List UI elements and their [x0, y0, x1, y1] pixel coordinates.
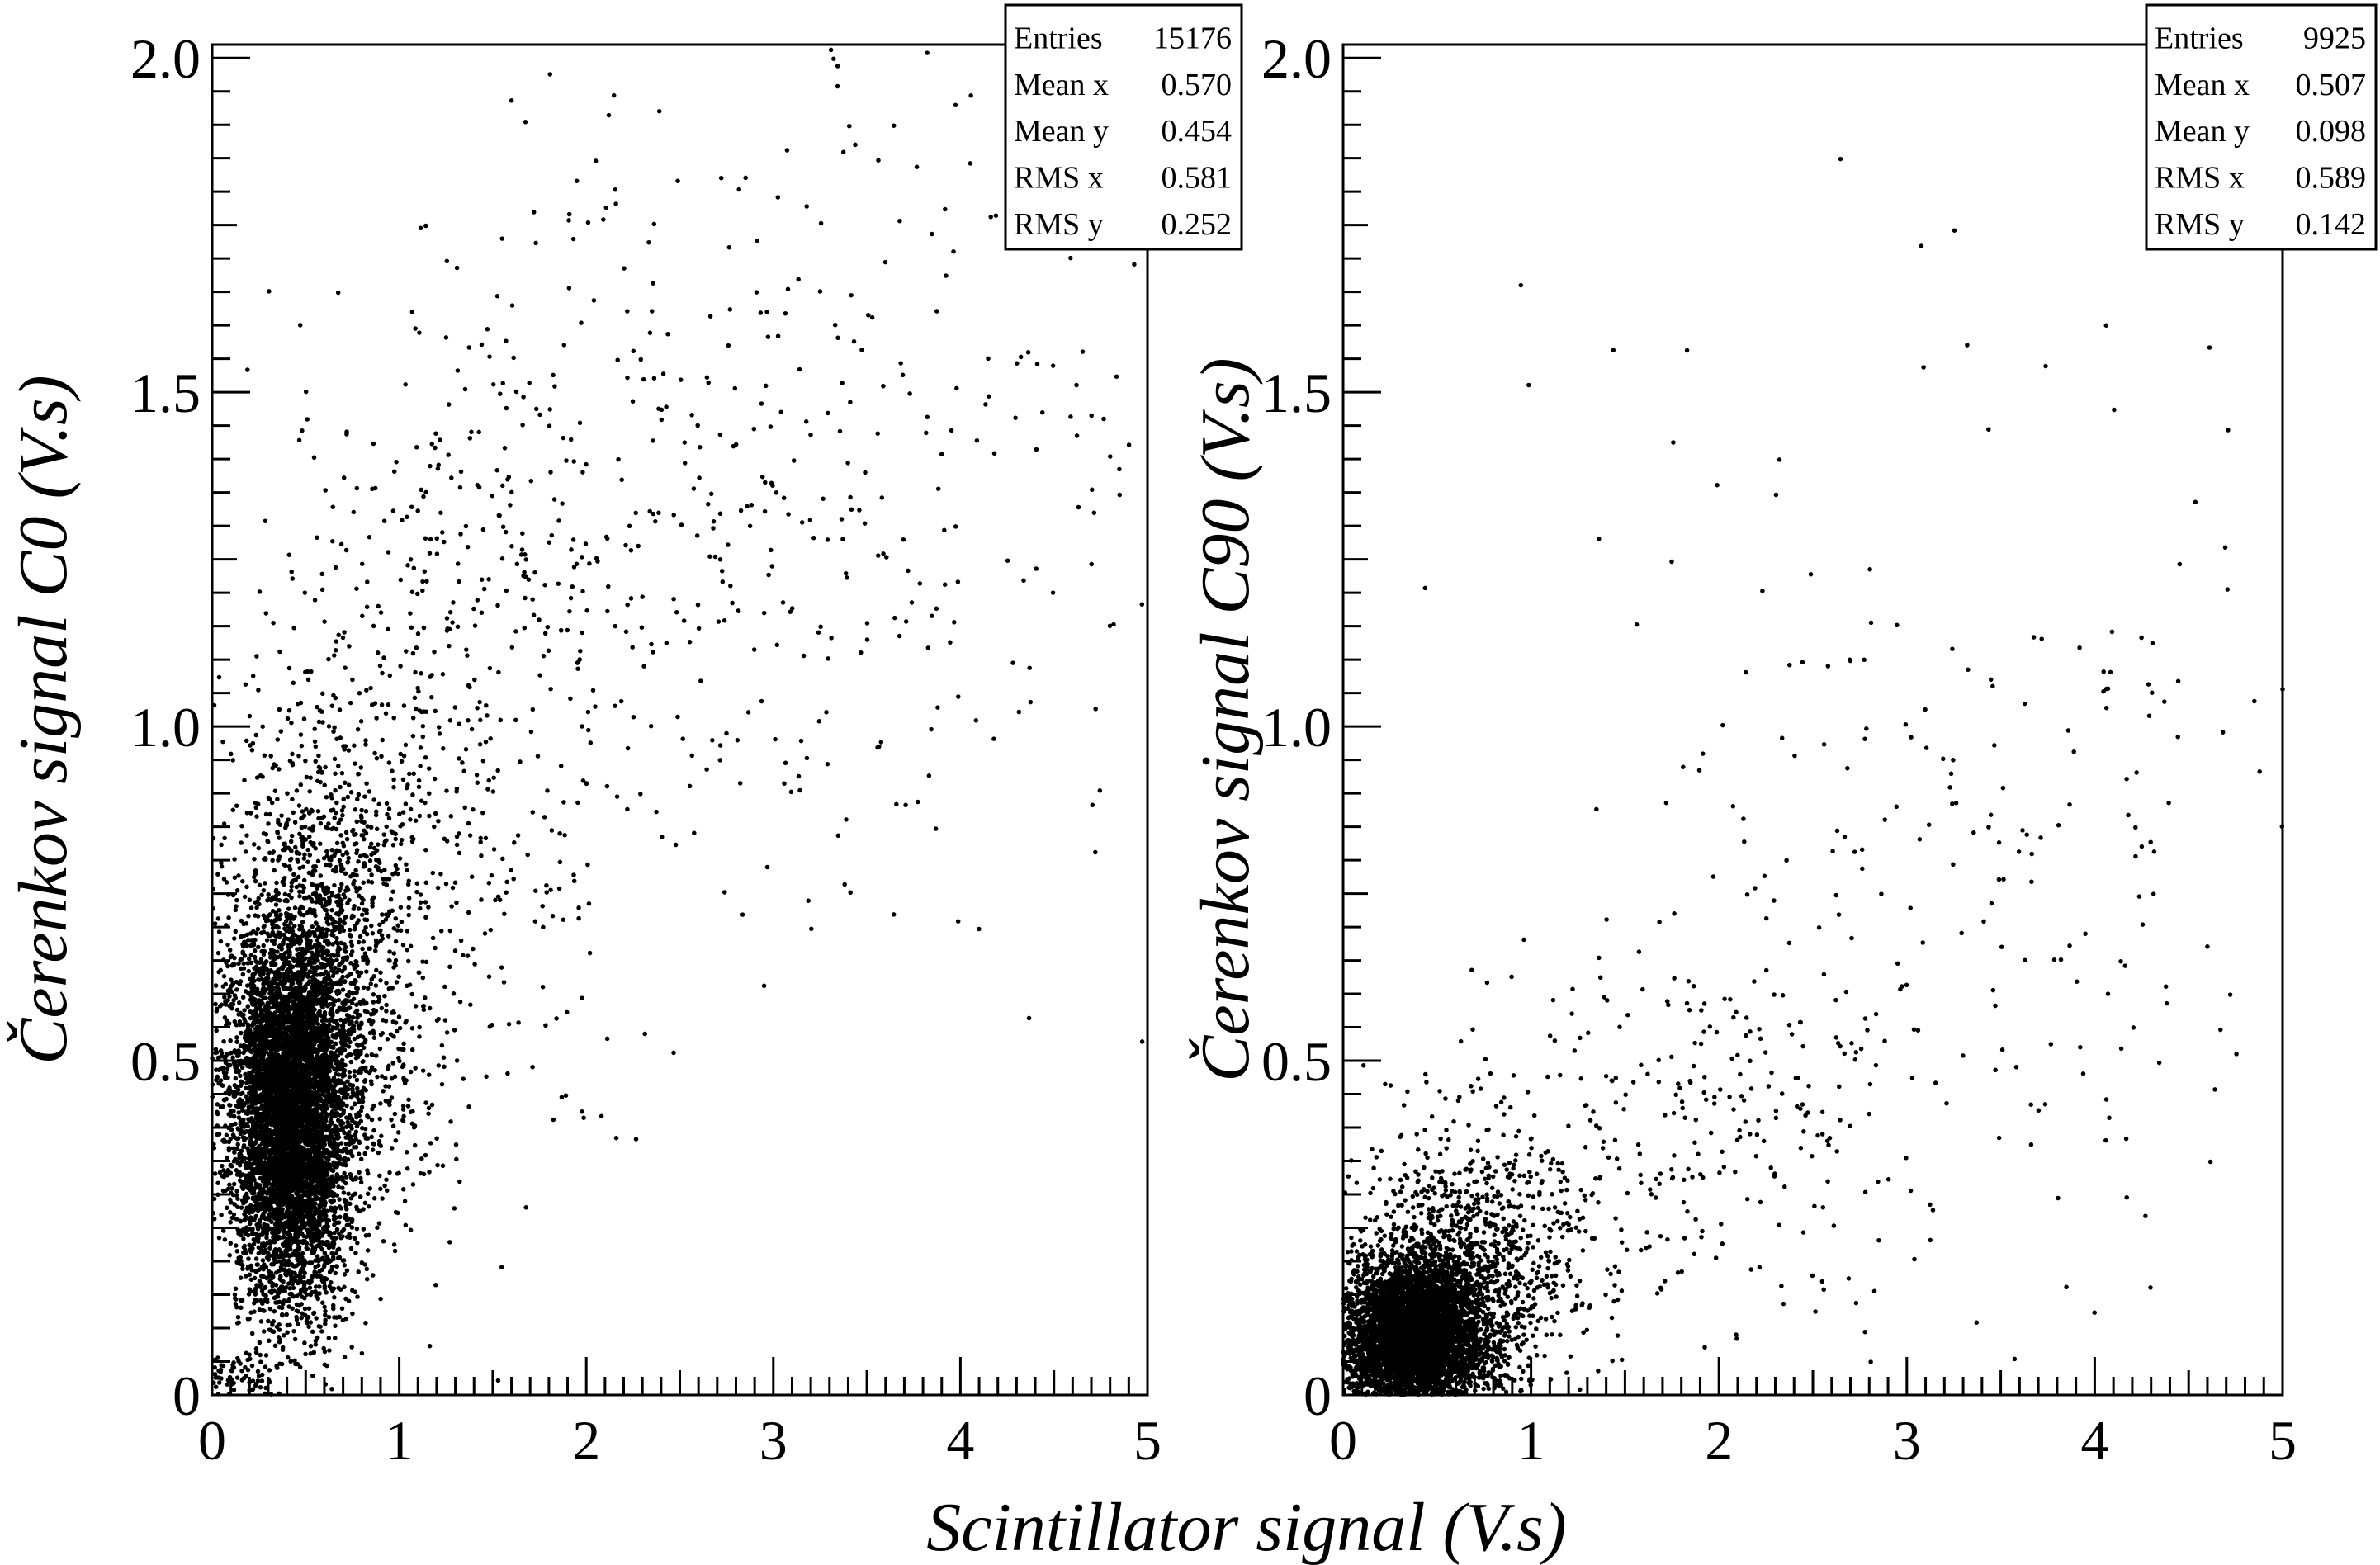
x-tick-label: 1 [1517, 1409, 1545, 1472]
x-tick-label: 2 [1705, 1409, 1733, 1472]
c90-stats-box: Entries 9925 Mean x 0.507 Mean y 0.098 RMS x 0.… [2145, 3, 2378, 251]
x-tick-label: 5 [2269, 1409, 2297, 1472]
stats-value: 0.098 [2296, 114, 2367, 149]
stats-value: 0.581 [1162, 161, 1233, 196]
panel-c90: 0 1 2 3 4 5 0 0.5 1.0 1.5 2.0 Čerenkov signal C90 … [1187, 3, 2378, 1472]
scatter-points [1341, 156, 2285, 1397]
stats-value: 0.454 [1162, 114, 1233, 149]
x-tick-label: 3 [1893, 1409, 1921, 1472]
x-tick-label: 0 [198, 1409, 226, 1472]
c0-tick-labels: 0 1 2 3 4 5 0 0.5 1.0 1.5 2.0 [130, 27, 1162, 1472]
c90-tick-labels: 0 1 2 3 4 5 0 0.5 1.0 1.5 2.0 [1261, 27, 2297, 1472]
stats-box-frame [2145, 3, 2378, 251]
x-tick-label: 5 [1133, 1409, 1162, 1472]
stats-label: RMS y [1014, 207, 1104, 242]
y-tick-label: 0 [1304, 1364, 1332, 1427]
x-tick-label: 0 [1329, 1409, 1357, 1472]
y-tick-label: 1.0 [1261, 696, 1332, 759]
stats-label: Mean x [1014, 68, 1109, 102]
c90-y-axis-title: Čerenkov signal C90 (V.s) [1187, 357, 1264, 1081]
y-tick-label: 0 [173, 1364, 201, 1427]
stats-value: 0.570 [1162, 68, 1233, 102]
stats-label: RMS x [2155, 161, 2245, 196]
stats-value: 0.507 [2296, 68, 2367, 102]
stats-value: 15176 [1153, 21, 1232, 55]
y-tick-label: 0.5 [1261, 1030, 1332, 1093]
stats-value: 0.252 [1162, 207, 1233, 242]
stats-value: 9925 [2303, 21, 2366, 55]
stats-label: Mean y [1014, 114, 1109, 149]
c90-points [1341, 156, 2285, 1397]
x-tick-label: 4 [946, 1409, 974, 1472]
c0-stats-box: Entries 15176 Mean x 0.570 Mean y 0.454 RMS x 0… [1004, 3, 1243, 251]
stats-value: 0.589 [2296, 161, 2367, 196]
stats-value: 0.142 [2296, 207, 2367, 242]
x-tick-label: 1 [386, 1409, 414, 1472]
y-tick-label: 1.5 [1261, 362, 1332, 424]
y-tick-label: 2.0 [1261, 27, 1332, 90]
scatter-points [210, 47, 1147, 1397]
stats-box-frame [1004, 3, 1243, 251]
stats-label: Mean x [2155, 68, 2250, 102]
y-tick-label: 2.0 [130, 27, 201, 90]
y-tick-label: 0.5 [130, 1030, 201, 1093]
y-tick-label: 1.0 [130, 696, 201, 759]
stats-label: RMS y [2155, 207, 2245, 242]
stats-label: Mean y [2155, 114, 2250, 149]
c0-ticks [211, 56, 1149, 1397]
c0-points [210, 47, 1147, 1397]
x-axis-title: Scintillator signal (V.s) [926, 1489, 1566, 1565]
stats-label: Entries [2155, 21, 2244, 55]
x-tick-label: 4 [2080, 1409, 2108, 1472]
c90-ticks [1341, 56, 2284, 1397]
stats-label: Entries [1014, 21, 1103, 55]
x-tick-label: 2 [572, 1409, 600, 1472]
c0-y-axis-title: Čerenkov signal C0 (V.s) [5, 375, 82, 1064]
y-tick-label: 1.5 [130, 362, 201, 424]
panel-c0: 0 1 2 3 4 5 0 0.5 1.0 1.5 2.0 Čerenkov signal C0 (… [5, 3, 1243, 1472]
stats-label: RMS x [1014, 161, 1104, 196]
c90-frame [1341, 43, 2284, 1397]
x-tick-label: 3 [759, 1409, 788, 1472]
